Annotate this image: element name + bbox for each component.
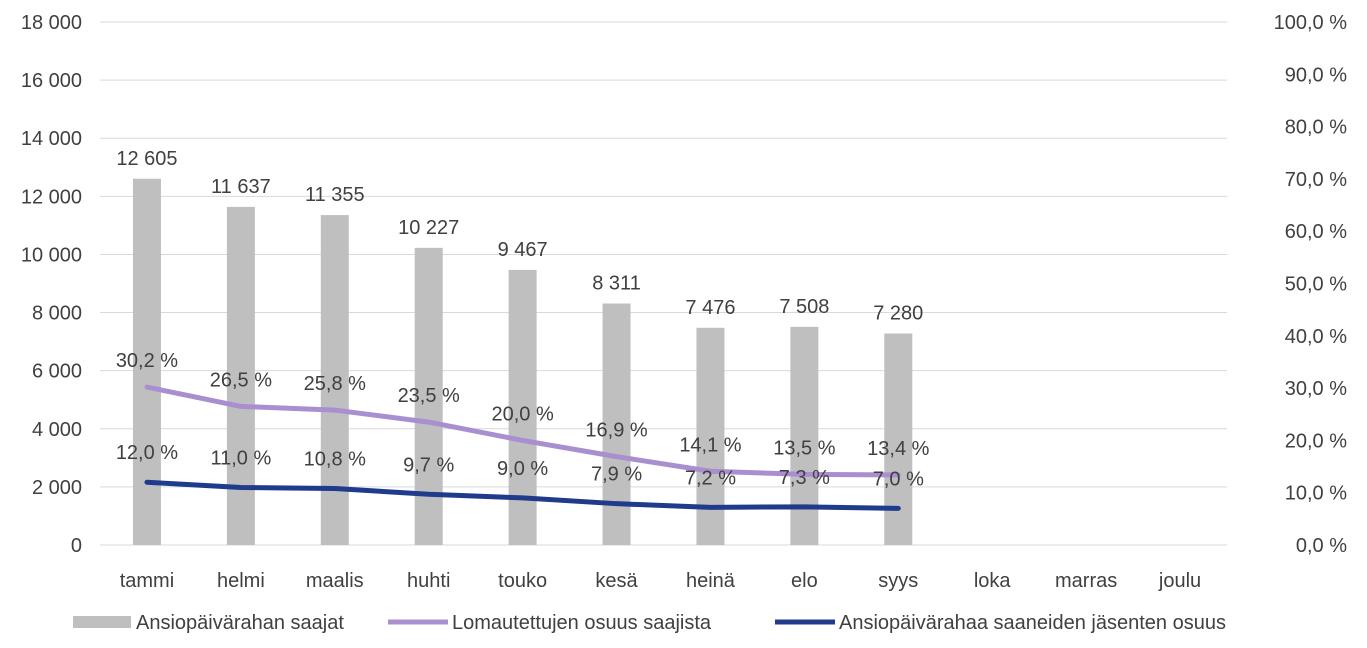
x-tick-label: elo bbox=[791, 570, 818, 592]
jasenten-data-label: 9,7 % bbox=[403, 454, 454, 476]
x-tick-label: maalis bbox=[306, 570, 364, 592]
left-tick-label: 0 bbox=[71, 535, 82, 557]
bar bbox=[790, 326, 819, 545]
right-tick-label: 20,0 % bbox=[1285, 430, 1347, 452]
bar-data-label: 8 311 bbox=[592, 273, 641, 295]
legend-label: Lomautettujen osuus saajista bbox=[452, 612, 712, 634]
left-tick-label: 6 000 bbox=[32, 361, 82, 383]
left-tick-label: 14 000 bbox=[21, 128, 82, 150]
right-tick-label: 70,0 % bbox=[1285, 169, 1347, 191]
jasenten-data-label: 7,0 % bbox=[873, 468, 924, 490]
bar-data-label: 7 476 bbox=[685, 297, 735, 319]
bar-data-label: 10 227 bbox=[398, 217, 459, 239]
x-tick-label: touko bbox=[498, 570, 547, 592]
jasenten-data-label: 7,9 % bbox=[591, 464, 642, 486]
right-axis-ticks: 0,0 % 10,0 % 20,0 % 30,0 % 40,0 % 50,0 % 60,0 … bbox=[1274, 12, 1348, 557]
bar-data-label: 12 605 bbox=[116, 148, 177, 170]
right-tick-label: 60,0 % bbox=[1285, 221, 1347, 243]
bar-data-label: 7 280 bbox=[873, 302, 923, 324]
right-tick-label: 50,0 % bbox=[1285, 274, 1347, 296]
right-tick-label: 0,0 % bbox=[1296, 535, 1347, 557]
left-tick-label: 4 000 bbox=[32, 419, 82, 441]
lomautettujen-data-label: 14,1 % bbox=[679, 434, 741, 456]
legend-label: Ansiopäivärahan saajat bbox=[136, 612, 344, 634]
left-tick-label: 10 000 bbox=[21, 244, 82, 266]
left-tick-label: 2 000 bbox=[32, 477, 82, 499]
bar-data-label: 9 467 bbox=[498, 239, 548, 261]
legend-label: Ansiopäivärahaa saaneiden jäsenten osuus bbox=[839, 612, 1226, 634]
jasenten-data-label: 11,0 % bbox=[210, 447, 271, 469]
legend-swatch-bar bbox=[73, 616, 131, 628]
x-tick-label: syys bbox=[878, 570, 918, 592]
legend: Ansiopäivärahan saajat Lomautettujen osuu… bbox=[73, 612, 1226, 634]
right-tick-label: 100,0 % bbox=[1274, 12, 1348, 34]
jasenten-osuus-line bbox=[144, 479, 901, 511]
lomautettujen-data-label: 16,9 % bbox=[585, 420, 647, 442]
lomautettujen-osuus-line bbox=[144, 384, 901, 478]
right-tick-label: 40,0 % bbox=[1285, 326, 1347, 348]
x-tick-label: joulu bbox=[1158, 570, 1201, 592]
line-series bbox=[144, 384, 901, 511]
left-tick-label: 8 000 bbox=[32, 303, 82, 325]
left-tick-label: 18 000 bbox=[21, 12, 82, 34]
x-tick-label: loka bbox=[974, 570, 1012, 592]
jasenten-data-label: 7,3 % bbox=[779, 467, 830, 489]
jasenten-data-label: 12,0 % bbox=[116, 442, 178, 464]
right-tick-label: 80,0 % bbox=[1285, 117, 1347, 139]
lomautettujen-data-label: 25,8 % bbox=[304, 373, 366, 395]
lomautettujen-data-label: 13,4 % bbox=[867, 438, 929, 460]
data-labels: 12 605 11 637 11 355 10 227 9 467 8 311 7 476 7… bbox=[116, 148, 930, 491]
right-tick-label: 90,0 % bbox=[1285, 64, 1347, 86]
lomautettujen-data-label: 23,5 % bbox=[398, 385, 460, 407]
left-tick-label: 12 000 bbox=[21, 186, 82, 208]
x-axis-ticks: tammi helmi maalis huhti touko kesä heinä elo sy… bbox=[120, 570, 1201, 592]
left-tick-label: 16 000 bbox=[21, 70, 82, 92]
jasenten-data-label: 7,2 % bbox=[685, 467, 736, 489]
left-axis-ticks: 0 2 000 4 000 6 000 8 000 10 000 12 000 14 000 1… bbox=[21, 12, 82, 557]
bar-data-label: 7 508 bbox=[779, 296, 829, 318]
x-tick-label: tammi bbox=[120, 570, 174, 592]
lomautettujen-data-label: 30,2 % bbox=[116, 350, 178, 372]
right-tick-label: 10,0 % bbox=[1285, 483, 1347, 505]
x-tick-label: huhti bbox=[407, 570, 450, 592]
jasenten-data-label: 10,8 % bbox=[304, 449, 366, 471]
x-tick-label: heinä bbox=[686, 570, 736, 592]
bar-data-label: 11 355 bbox=[305, 184, 365, 206]
lomautettujen-data-label: 13,5 % bbox=[773, 437, 835, 459]
jasenten-data-label: 9,0 % bbox=[497, 458, 548, 480]
right-tick-label: 30,0 % bbox=[1285, 378, 1347, 400]
bar-data-label: 11 637 bbox=[211, 176, 271, 198]
lomautettujen-data-label: 26,5 % bbox=[210, 369, 272, 391]
lomautettujen-data-label: 20,0 % bbox=[491, 403, 553, 425]
x-tick-label: marras bbox=[1055, 570, 1117, 592]
x-tick-label: helmi bbox=[217, 570, 265, 592]
x-tick-label: kesä bbox=[595, 570, 638, 592]
